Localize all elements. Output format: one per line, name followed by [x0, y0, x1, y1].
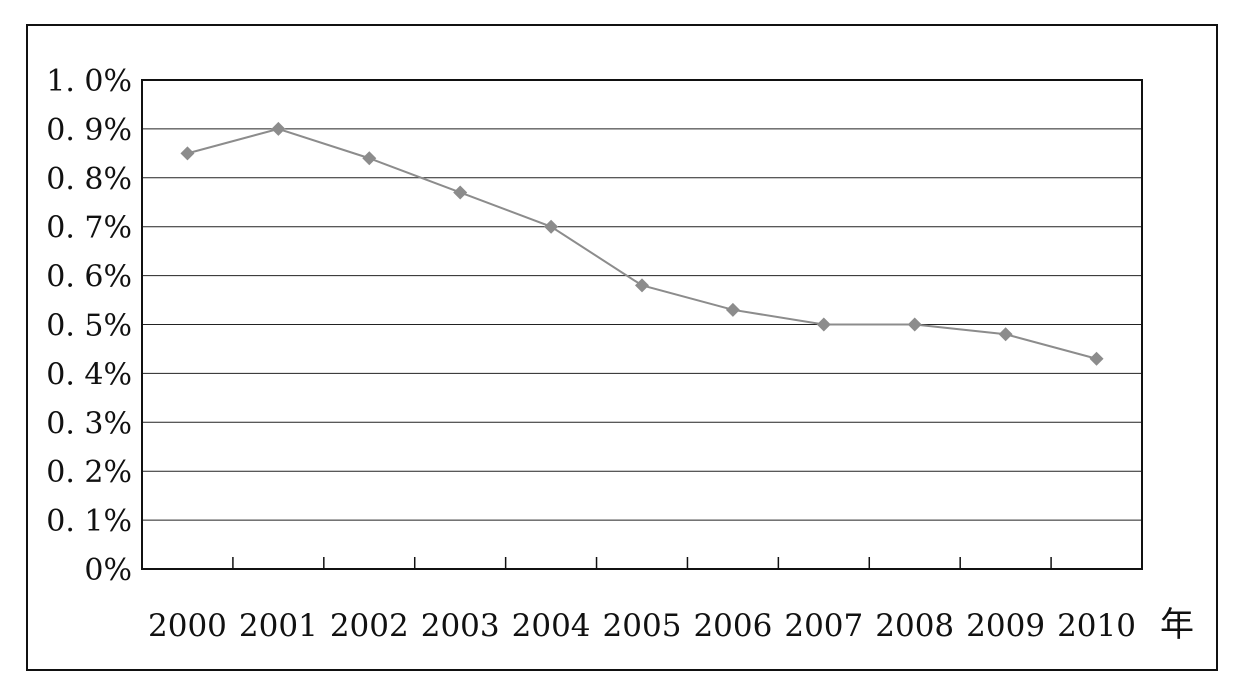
x-axis-tick-labels: 2000 2001 2002 2003 2004 2005 2006 2007 2008 2009… [148, 608, 1136, 644]
x-tick-label: 2009 [966, 608, 1045, 644]
x-axis-unit-label: 年 [1160, 605, 1194, 645]
y-tick-label: 0. 7% [46, 211, 132, 246]
data-point-marker [816, 317, 831, 332]
y-tick-label: 0. 9% [46, 113, 132, 148]
data-point-marker [271, 121, 286, 136]
gridlines [142, 128, 1142, 521]
x-tick-label: 2006 [693, 608, 772, 644]
x-tick-label: 2001 [239, 608, 318, 644]
y-tick-label: 0. 5% [46, 309, 132, 344]
x-tick-label: 2000 [148, 608, 227, 644]
y-tick-label: 0. 3% [46, 406, 132, 441]
y-tick-label: 0. 4% [46, 357, 132, 392]
y-tick-label: 0. 2% [46, 455, 132, 490]
data-markers [180, 121, 1104, 366]
x-tick-label: 2002 [330, 608, 409, 644]
outer-frame [26, 24, 1218, 671]
y-axis-tick-labels: 0% 0. 1% 0. 2% 0. 3% 0. 4% 0. 5% 0. 6% 0. 7% 0. … [46, 64, 132, 588]
plot-area-frame [141, 79, 1143, 570]
x-tick-label: 2007 [784, 608, 863, 644]
x-axis-ticks [232, 557, 1052, 569]
y-tick-label: 0. 8% [46, 162, 132, 197]
data-point-marker [362, 151, 377, 166]
x-tick-label: 2003 [421, 608, 500, 644]
y-tick-label: 1. 0% [46, 64, 132, 99]
data-point-marker [907, 317, 922, 332]
data-point-marker [1089, 351, 1104, 366]
x-tick-label: 2010 [1057, 608, 1136, 644]
x-tick-label: 2005 [603, 608, 682, 644]
y-tick-label: 0. 6% [46, 260, 132, 295]
data-point-marker [998, 327, 1013, 342]
data-point-marker [180, 146, 195, 161]
y-tick-label: 0% [84, 553, 132, 588]
x-tick-label: 2004 [512, 608, 591, 644]
x-tick-label: 2008 [875, 608, 954, 644]
data-point-marker [725, 302, 740, 317]
data-point-marker [635, 278, 649, 293]
data-point-marker [453, 185, 468, 200]
data-point-marker [544, 219, 559, 234]
y-tick-label: 0. 1% [46, 504, 132, 539]
